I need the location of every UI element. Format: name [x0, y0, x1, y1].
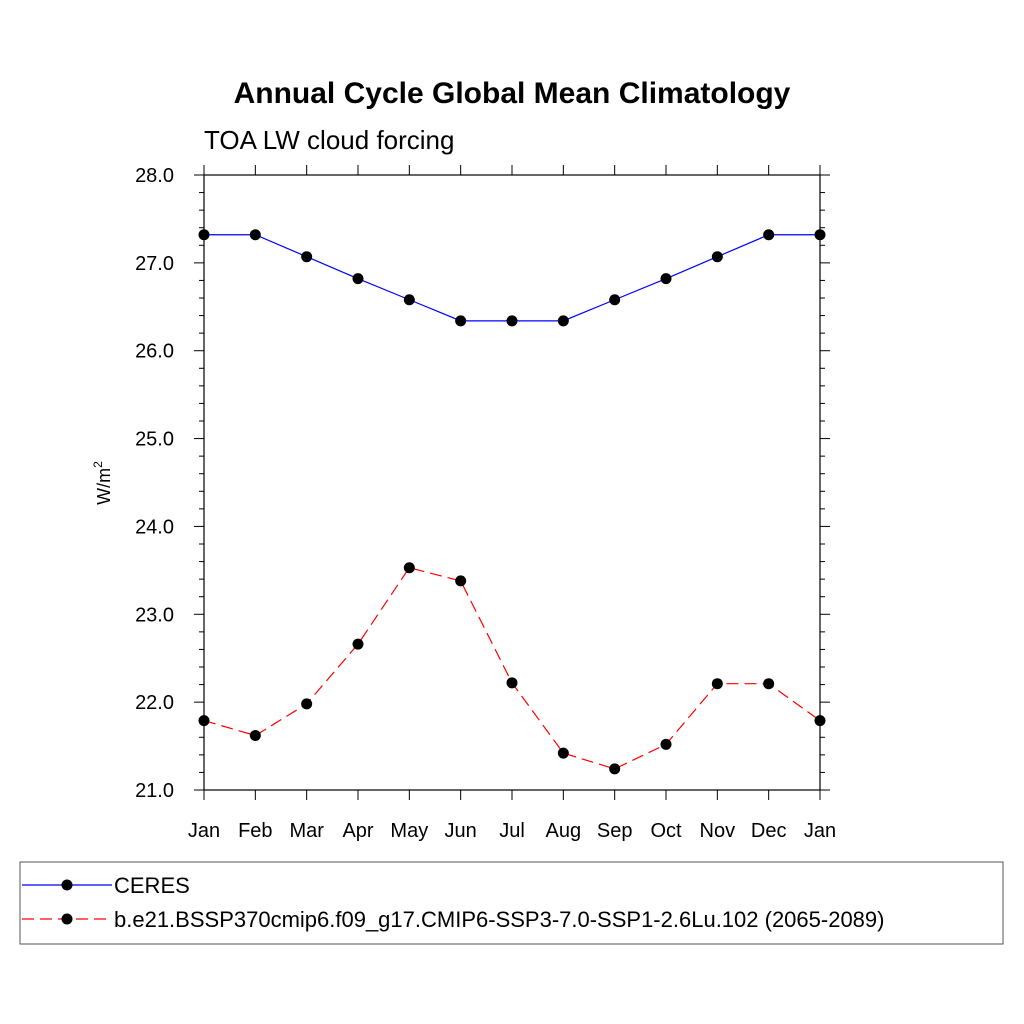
chart-subtitle: TOA LW cloud forcing — [204, 125, 454, 155]
x-tick-label: Jun — [445, 820, 477, 842]
y-tick-label: 23.0 — [135, 604, 174, 626]
data-point — [198, 229, 210, 241]
x-tick-label: Sep — [597, 820, 633, 842]
legend-box — [19, 861, 1004, 945]
y-axis-label-superscript: 2 — [91, 461, 105, 468]
data-point — [660, 738, 672, 750]
y-tick-label: 25.0 — [135, 429, 174, 451]
series-1 — [198, 229, 826, 327]
chart-title: Annual Cycle Global Mean Climatology — [234, 77, 791, 110]
y-tick-label: 21.0 — [135, 780, 174, 802]
data-point — [711, 678, 723, 690]
series-2 — [198, 562, 826, 775]
x-tick-label: May — [390, 820, 428, 842]
data-point — [506, 315, 518, 327]
x-tick-label: Aug — [546, 820, 582, 842]
data-point — [557, 315, 569, 327]
data-point — [301, 251, 313, 263]
y-tick-label: 24.0 — [135, 516, 174, 538]
y-tick-label: 22.0 — [135, 692, 174, 714]
axes: 21.0 22.0 23.0 24.0 25.0 26.0 27.0 28.0 Jan Feb Ma… — [135, 165, 836, 842]
data-point — [763, 678, 775, 690]
data-point — [249, 229, 261, 241]
x-tick-label: Jul — [499, 820, 525, 842]
data-point — [814, 715, 826, 727]
data-point — [609, 294, 621, 306]
plot-frame — [203, 174, 821, 791]
y-axis-label-text: W/m — [94, 468, 114, 505]
x-tick-label: Nov — [700, 820, 736, 842]
data-point — [609, 763, 621, 775]
x-tick-label: Mar — [289, 820, 324, 842]
data-point — [301, 698, 313, 710]
x-tick-label: Oct — [650, 820, 682, 842]
data-point — [763, 229, 775, 241]
legend-label: CERES — [114, 873, 190, 898]
series-layer — [198, 229, 826, 775]
y-axis-label: W/m2 — [91, 461, 114, 505]
x-tick-label: Jan — [804, 820, 836, 842]
data-point — [403, 562, 415, 574]
data-point — [660, 273, 672, 285]
y-tick-label: 26.0 — [135, 341, 174, 363]
data-point — [557, 747, 569, 759]
x-tick-label: Dec — [751, 820, 787, 842]
data-point — [352, 638, 364, 650]
x-tick-label: Apr — [342, 820, 373, 842]
data-point — [403, 294, 415, 306]
data-point — [711, 251, 723, 263]
legend-label: b.e21.BSSP370cmip6.f09_g17.CMIP6-SSP3-7.… — [114, 907, 884, 932]
x-tick-label: Jan — [188, 820, 220, 842]
legend-marker — [61, 879, 73, 891]
y-tick-label: 27.0 — [135, 253, 174, 275]
data-point — [506, 677, 518, 689]
x-tick-label: Feb — [238, 820, 272, 842]
data-point — [198, 715, 210, 727]
data-point — [814, 229, 826, 241]
y-tick-label: 28.0 — [135, 165, 174, 187]
legend: CERES b.e21.BSSP370cmip6.f09_g17.CMIP6-SS… — [19, 861, 1004, 945]
legend-marker — [61, 913, 73, 925]
series-line — [203, 567, 821, 770]
data-point — [455, 315, 467, 327]
data-point — [249, 730, 261, 742]
data-point — [352, 273, 364, 285]
series-line — [204, 234, 820, 322]
data-point — [455, 575, 467, 587]
